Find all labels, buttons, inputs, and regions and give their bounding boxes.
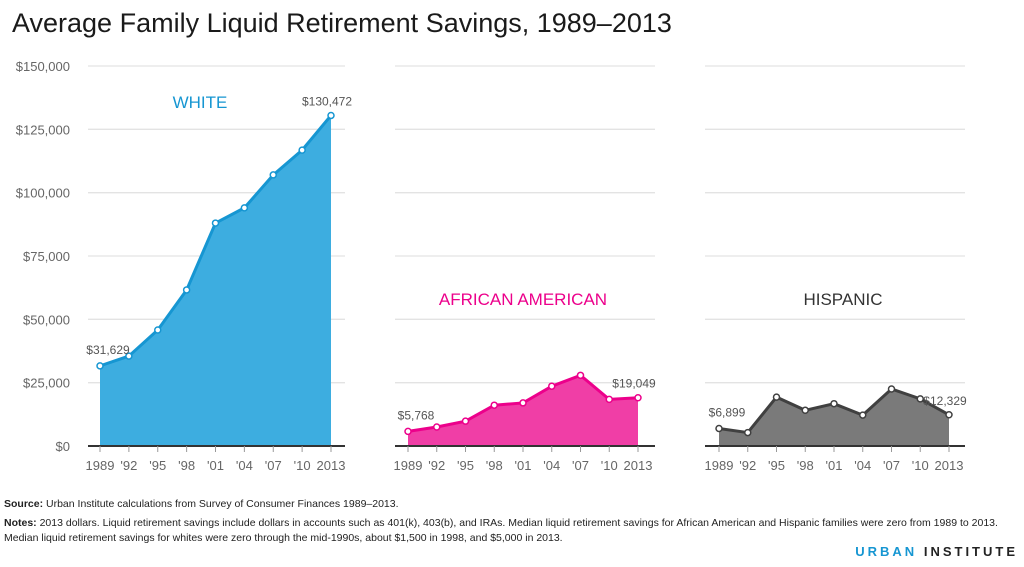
data-point (830, 399, 838, 408)
y-tick-label: $100,000 (16, 186, 70, 201)
x-tick-label: 1989 (86, 458, 115, 473)
y-tick-label: $125,000 (16, 122, 70, 137)
area-fill (408, 375, 638, 446)
x-tick-label: 2013 (317, 458, 346, 473)
x-tick-label: '07 (572, 458, 589, 473)
last-value-label: $12,329 (923, 394, 967, 408)
data-point (519, 399, 527, 407)
data-point (887, 385, 896, 393)
x-tick-label: '95 (768, 458, 785, 473)
x-tick-label: '10 (601, 458, 618, 473)
x-tick-label: '01 (826, 458, 843, 473)
data-point (269, 171, 277, 179)
x-tick-label: '01 (207, 458, 224, 473)
x-tick-label: '92 (428, 458, 445, 473)
x-tick-label: 1989 (705, 458, 734, 473)
chart-title: Average Family Liquid Retirement Savings… (12, 8, 672, 38)
x-tick-label: '98 (797, 458, 814, 473)
x-tick-label: '07 (883, 458, 900, 473)
data-point (461, 417, 470, 425)
data-point (576, 371, 585, 380)
x-tick-label: '07 (265, 458, 282, 473)
data-point (744, 428, 752, 437)
x-tick-label: '92 (739, 458, 756, 473)
data-point (801, 406, 809, 415)
data-point (154, 326, 162, 334)
data-point (182, 286, 191, 294)
data-point (715, 424, 723, 433)
x-tick-label: '95 (457, 458, 474, 473)
panel-title: AFRICAN AMERICAN (439, 290, 607, 309)
y-tick-label: $50,000 (23, 312, 70, 327)
first-value-label: $31,629 (86, 343, 130, 357)
y-tick-label: $0 (56, 439, 70, 454)
data-point (96, 362, 104, 370)
data-point (916, 395, 924, 403)
data-point (945, 411, 953, 419)
last-value-label: $19,049 (612, 377, 656, 391)
x-tick-label: '95 (149, 458, 166, 473)
data-point (772, 393, 781, 401)
x-tick-label: 1989 (394, 458, 423, 473)
first-value-label: $5,768 (398, 408, 435, 422)
x-tick-label: '98 (486, 458, 503, 473)
x-tick-label: '04 (854, 458, 871, 473)
first-value-label: $6,899 (709, 406, 746, 420)
data-point (404, 427, 412, 436)
data-point (490, 401, 498, 409)
x-tick-label: '10 (912, 458, 929, 473)
x-tick-label: 2013 (624, 458, 653, 473)
data-point (327, 111, 335, 120)
data-point (298, 146, 306, 154)
x-tick-label: '10 (294, 458, 311, 473)
notes: Notes: 2013 dollars. Liquid retirement s… (4, 517, 998, 544)
source-note: Source: Urban Institute calculations fro… (4, 498, 399, 510)
x-tick-label: 2013 (935, 458, 964, 473)
y-tick-label: $150,000 (16, 59, 70, 74)
data-point (211, 219, 220, 227)
chart: $0 $25,000 $50,000 $75,000 $100,000 $125,000 $… (16, 59, 967, 473)
y-tick-label: $75,000 (23, 249, 70, 264)
urban-institute-logo: URBAN INSTITUTE (855, 544, 1018, 559)
x-tick-label: '01 (515, 458, 532, 473)
data-point (634, 393, 642, 402)
data-point (548, 382, 556, 390)
data-point (125, 352, 133, 360)
x-tick-label: '98 (178, 458, 195, 473)
area-fill (100, 115, 331, 446)
data-point (605, 395, 613, 404)
panel-title: HISPANIC (803, 290, 882, 309)
data-point (859, 411, 867, 419)
x-tick-label: '04 (543, 458, 560, 473)
data-point (433, 423, 441, 431)
last-value-label: $130,472 (302, 94, 352, 108)
x-tick-label: '92 (120, 458, 137, 473)
y-tick-label: $25,000 (23, 376, 70, 391)
area-fill (719, 389, 949, 446)
x-tick-label: '04 (236, 458, 253, 473)
panel-title: WHITE (173, 93, 228, 112)
data-point (240, 204, 249, 212)
